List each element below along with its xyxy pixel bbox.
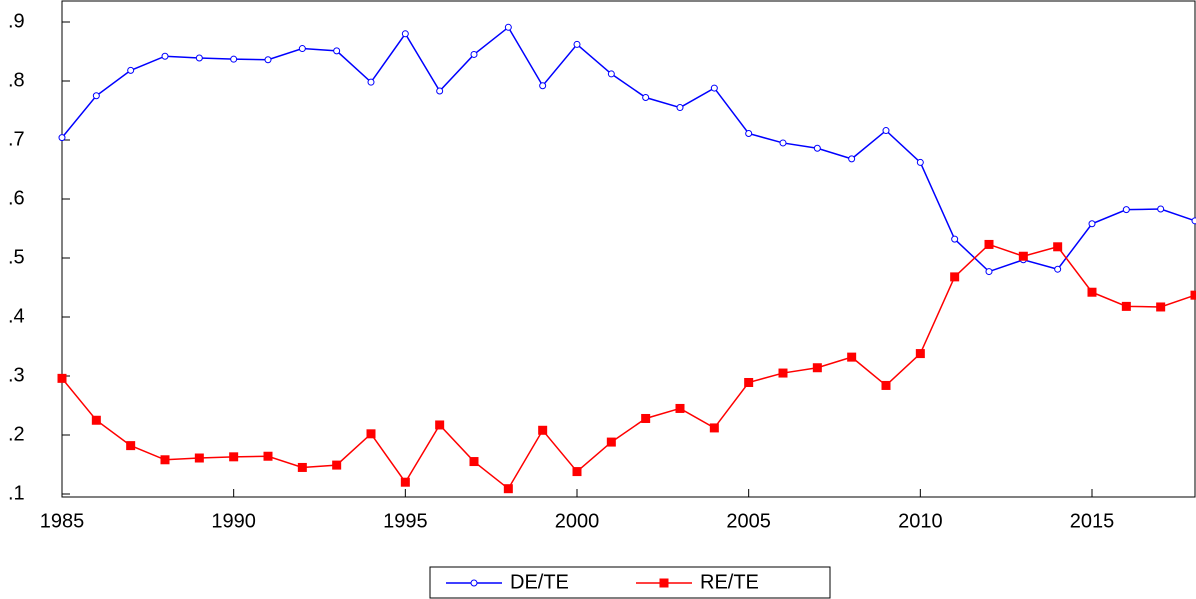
- marker: [263, 451, 273, 461]
- marker: [847, 352, 857, 362]
- x-tick-label: 2010: [898, 510, 943, 532]
- marker: [58, 134, 66, 142]
- marker: [985, 268, 993, 276]
- marker: [916, 158, 924, 166]
- y-tick-label: .1: [8, 482, 25, 504]
- marker: [195, 54, 203, 62]
- series-line: [61, 26, 1196, 273]
- marker: [882, 127, 890, 135]
- marker: [230, 55, 238, 63]
- marker: [1122, 206, 1130, 214]
- marker: [161, 52, 169, 60]
- x-tick-label: 2000: [555, 510, 600, 532]
- y-tick-label: .5: [8, 246, 25, 268]
- marker: [194, 453, 204, 463]
- marker: [503, 484, 513, 494]
- marker: [812, 363, 822, 373]
- marker: [435, 420, 445, 430]
- marker: [504, 23, 512, 31]
- marker: [298, 45, 306, 53]
- marker: [264, 56, 272, 64]
- marker: [57, 373, 67, 383]
- marker: [1018, 251, 1028, 261]
- marker: [1190, 290, 1196, 300]
- marker: [744, 377, 754, 387]
- marker: [366, 429, 376, 439]
- marker: [675, 403, 685, 413]
- legend-marker: [470, 579, 478, 587]
- marker: [401, 30, 409, 38]
- marker: [813, 144, 821, 152]
- marker: [436, 87, 444, 95]
- y-tick-label: .9: [8, 10, 25, 32]
- x-tick-label: 1985: [40, 510, 85, 532]
- marker: [1054, 265, 1062, 273]
- marker: [607, 70, 615, 78]
- series-line: [61, 243, 1196, 490]
- plot-frame: [61, 0, 1196, 498]
- marker: [641, 413, 651, 423]
- y-tick-label: .3: [8, 364, 25, 386]
- marker: [160, 455, 170, 465]
- marker: [572, 467, 582, 477]
- marker: [297, 462, 307, 472]
- x-tick-label: 1995: [383, 510, 428, 532]
- marker: [400, 477, 410, 487]
- marker: [606, 437, 616, 447]
- marker: [573, 40, 581, 48]
- marker: [1191, 217, 1196, 225]
- marker: [1088, 220, 1096, 228]
- marker: [1156, 302, 1166, 312]
- marker: [539, 82, 547, 90]
- legend-label: RE/TE: [700, 571, 759, 593]
- marker: [469, 457, 479, 467]
- marker: [367, 78, 375, 86]
- legend-label: DE/TE: [510, 571, 569, 593]
- marker: [709, 423, 719, 433]
- marker: [1087, 287, 1097, 297]
- x-tick-label: 1990: [211, 510, 256, 532]
- marker: [92, 92, 100, 100]
- marker: [984, 239, 994, 249]
- x-tick-label: 2015: [1070, 510, 1115, 532]
- marker: [778, 368, 788, 378]
- y-tick-label: .4: [8, 305, 25, 327]
- marker: [470, 50, 478, 58]
- marker: [779, 139, 787, 147]
- marker: [1053, 242, 1063, 252]
- y-tick-label: .7: [8, 128, 25, 150]
- x-tick-label: 2005: [726, 510, 771, 532]
- marker: [710, 84, 718, 92]
- marker: [1121, 301, 1131, 311]
- marker: [538, 425, 548, 435]
- marker: [915, 349, 925, 359]
- marker: [951, 235, 959, 243]
- marker: [745, 130, 753, 138]
- y-tick-label: .6: [8, 187, 25, 209]
- marker: [1157, 205, 1165, 213]
- marker: [229, 452, 239, 462]
- marker: [333, 47, 341, 55]
- marker: [126, 441, 136, 451]
- marker: [642, 94, 650, 102]
- marker: [676, 104, 684, 112]
- marker: [332, 460, 342, 470]
- marker: [950, 272, 960, 282]
- y-tick-label: .8: [8, 69, 25, 91]
- legend-marker: [659, 578, 669, 588]
- marker: [848, 155, 856, 163]
- y-tick-label: .2: [8, 423, 25, 445]
- marker: [127, 66, 135, 74]
- marker: [881, 380, 891, 390]
- marker: [91, 415, 101, 425]
- legend: DE/TE RE/TE: [429, 566, 831, 599]
